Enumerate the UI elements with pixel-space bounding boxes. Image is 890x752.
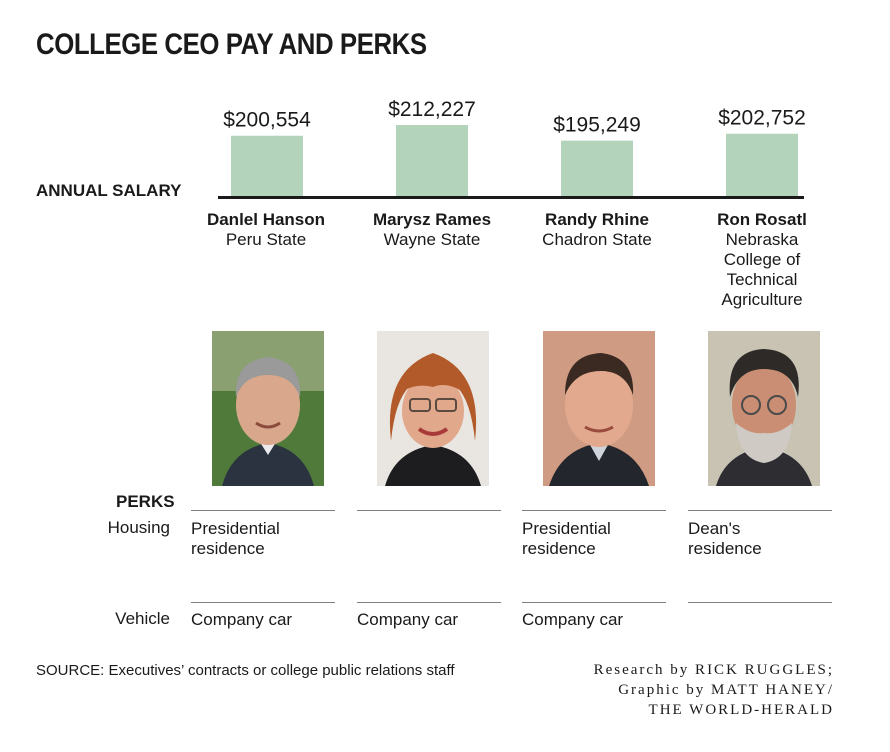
salary-bar (231, 135, 303, 197)
vehicle-rule (688, 602, 832, 603)
housing-cell: Presidential residence (522, 519, 611, 558)
ceo-school: Nebraska College of Technical Agricultur… (721, 230, 803, 309)
housing-rule (191, 510, 335, 511)
credit-line: THE WORLD-HERALD (648, 702, 834, 718)
salary-axis-label: ANNUAL SALARY (36, 181, 182, 200)
ceo-3: Randy Rhine Chadron State (512, 210, 682, 250)
vehicle-rule (191, 602, 335, 603)
ceo-school: Chadron State (542, 230, 652, 249)
ceo-1: Danlel Hanson Peru State (181, 210, 351, 250)
ceo-1-photo (212, 331, 324, 486)
source-note: SOURCE: Executives’ contracts or college… (36, 662, 455, 679)
ceo-2-photo (377, 331, 489, 486)
salary-bar (561, 140, 633, 197)
ceo-school: Wayne State (383, 230, 481, 249)
ceo-name: Danlel Hanson (206, 210, 326, 229)
chart-baseline (218, 196, 804, 199)
ceo-name: Ron Rosatl (717, 210, 807, 229)
ceo-name: Marysz Rames (372, 210, 492, 229)
salary-value-label: $212,227 (388, 98, 476, 121)
housing-cell: Presidential residence (191, 519, 280, 558)
vehicle-cell: Company car (191, 610, 293, 629)
vehicle-cell: Company car (357, 610, 459, 629)
page-title: COLLEGE CEO PAY AND PERKS (36, 28, 427, 61)
ceo-3-photo (543, 331, 655, 486)
ceo-name: Randy Rhine (545, 210, 649, 229)
salary-bar (396, 125, 468, 197)
credit-line: Research by RICK RUGGLES; (593, 662, 834, 678)
ceo-4-photo (708, 331, 820, 486)
ceo-4: Ron Rosatl Nebraska College of Technical… (677, 210, 847, 310)
salary-bar (726, 133, 798, 197)
vehicle-label: Vehicle (115, 609, 170, 628)
salary-value-label: $200,554 (223, 109, 311, 132)
housing-label: Housing (107, 518, 170, 537)
housing-rule (357, 510, 501, 511)
ceo-2: Marysz Rames Wayne State (347, 210, 517, 250)
vehicle-rule (522, 602, 666, 603)
salary-value-label: $202,752 (718, 107, 806, 130)
credit: Research by RICK RUGGLES; Graphic by MAT… (594, 660, 834, 720)
vehicle-rule (357, 602, 501, 603)
credit-line: Graphic by MATT HANEY/ (618, 682, 834, 698)
housing-rule (522, 510, 666, 511)
ceo-school: Peru State (225, 230, 307, 249)
housing-cell: Dean's residence (688, 519, 762, 558)
salary-value-label: $195,249 (553, 114, 641, 137)
salary-bar-chart: $200,554 $212,227 $195,249 $202,752 (223, 98, 806, 197)
vehicle-cell: Company car (522, 610, 624, 629)
housing-rule (688, 510, 832, 511)
perks-label: PERKS (116, 492, 175, 511)
